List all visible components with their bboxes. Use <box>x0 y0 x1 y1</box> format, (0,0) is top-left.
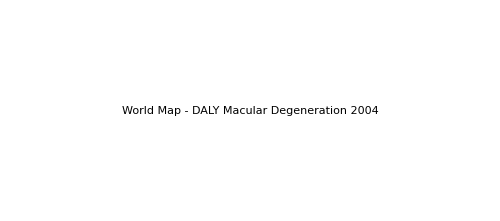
Text: World Map - DALY Macular Degeneration 2004: World Map - DALY Macular Degeneration 20… <box>122 105 378 116</box>
